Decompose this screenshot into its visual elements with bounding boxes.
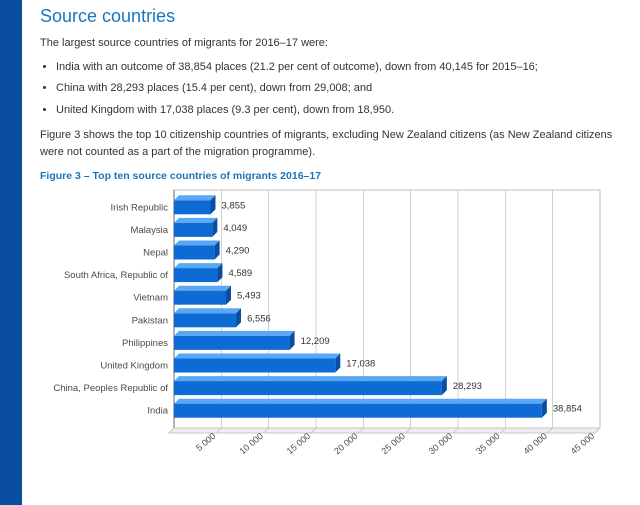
svg-text:25 000: 25 000 xyxy=(379,431,407,456)
chart-container: Irish Republic 3,855 Malaysia 4,049 Nepal 4,2… xyxy=(40,188,610,460)
figure-description: Figure 3 shows the top 10 citizenship co… xyxy=(40,127,620,160)
svg-text:15 000: 15 000 xyxy=(285,431,313,456)
svg-text:4,589: 4,589 xyxy=(228,268,252,279)
svg-text:United Kingdom: United Kingdom xyxy=(100,361,168,372)
svg-text:China, Peoples Republic of: China, Peoples Republic of xyxy=(53,383,168,394)
svg-text:20 000: 20 000 xyxy=(332,431,360,456)
svg-text:India: India xyxy=(147,406,168,417)
svg-text:40 000: 40 000 xyxy=(521,431,549,456)
figure-title: Figure 3 – Top ten source countries of m… xyxy=(40,170,620,182)
svg-text:12,209: 12,209 xyxy=(301,336,330,347)
svg-text:Philippines: Philippines xyxy=(122,338,168,349)
bullet-item: China with 28,293 places (15.4 per cent)… xyxy=(56,81,620,97)
bullet-list: India with an outcome of 38,854 places (… xyxy=(40,60,620,120)
bullet-item: United Kingdom with 17,038 places (9.3 p… xyxy=(56,103,620,119)
svg-text:30 000: 30 000 xyxy=(427,431,455,456)
svg-text:Pakistan: Pakistan xyxy=(132,316,168,327)
svg-text:Vietnam: Vietnam xyxy=(133,293,168,304)
svg-text:10 000: 10 000 xyxy=(237,431,265,456)
svg-text:Irish Republic: Irish Republic xyxy=(110,203,168,214)
svg-text:45 000: 45 000 xyxy=(569,431,597,456)
intro-text: The largest source countries of migrants… xyxy=(40,35,620,52)
svg-text:Nepal: Nepal xyxy=(143,248,168,259)
svg-text:6,556: 6,556 xyxy=(247,314,271,325)
svg-text:South Africa, Republic of: South Africa, Republic of xyxy=(64,270,168,281)
svg-text:38,854: 38,854 xyxy=(553,404,582,415)
content-area: Source countries The largest source coun… xyxy=(40,6,620,460)
svg-text:35 000: 35 000 xyxy=(474,431,502,456)
bar-chart: Irish Republic 3,855 Malaysia 4,049 Nepal 4,2… xyxy=(40,188,610,460)
svg-text:17,038: 17,038 xyxy=(346,359,375,370)
section-heading: Source countries xyxy=(40,6,620,27)
svg-text:3,855: 3,855 xyxy=(221,201,245,212)
svg-text:Malaysia: Malaysia xyxy=(131,225,169,236)
svg-text:5,493: 5,493 xyxy=(237,291,261,302)
left-band xyxy=(0,0,22,505)
svg-text:28,293: 28,293 xyxy=(453,381,482,392)
page: Source countries The largest source coun… xyxy=(0,0,640,505)
bullet-item: India with an outcome of 38,854 places (… xyxy=(56,60,620,76)
svg-text:4,290: 4,290 xyxy=(226,246,250,257)
svg-text:5 000: 5 000 xyxy=(194,431,218,453)
svg-text:4,049: 4,049 xyxy=(223,223,247,234)
